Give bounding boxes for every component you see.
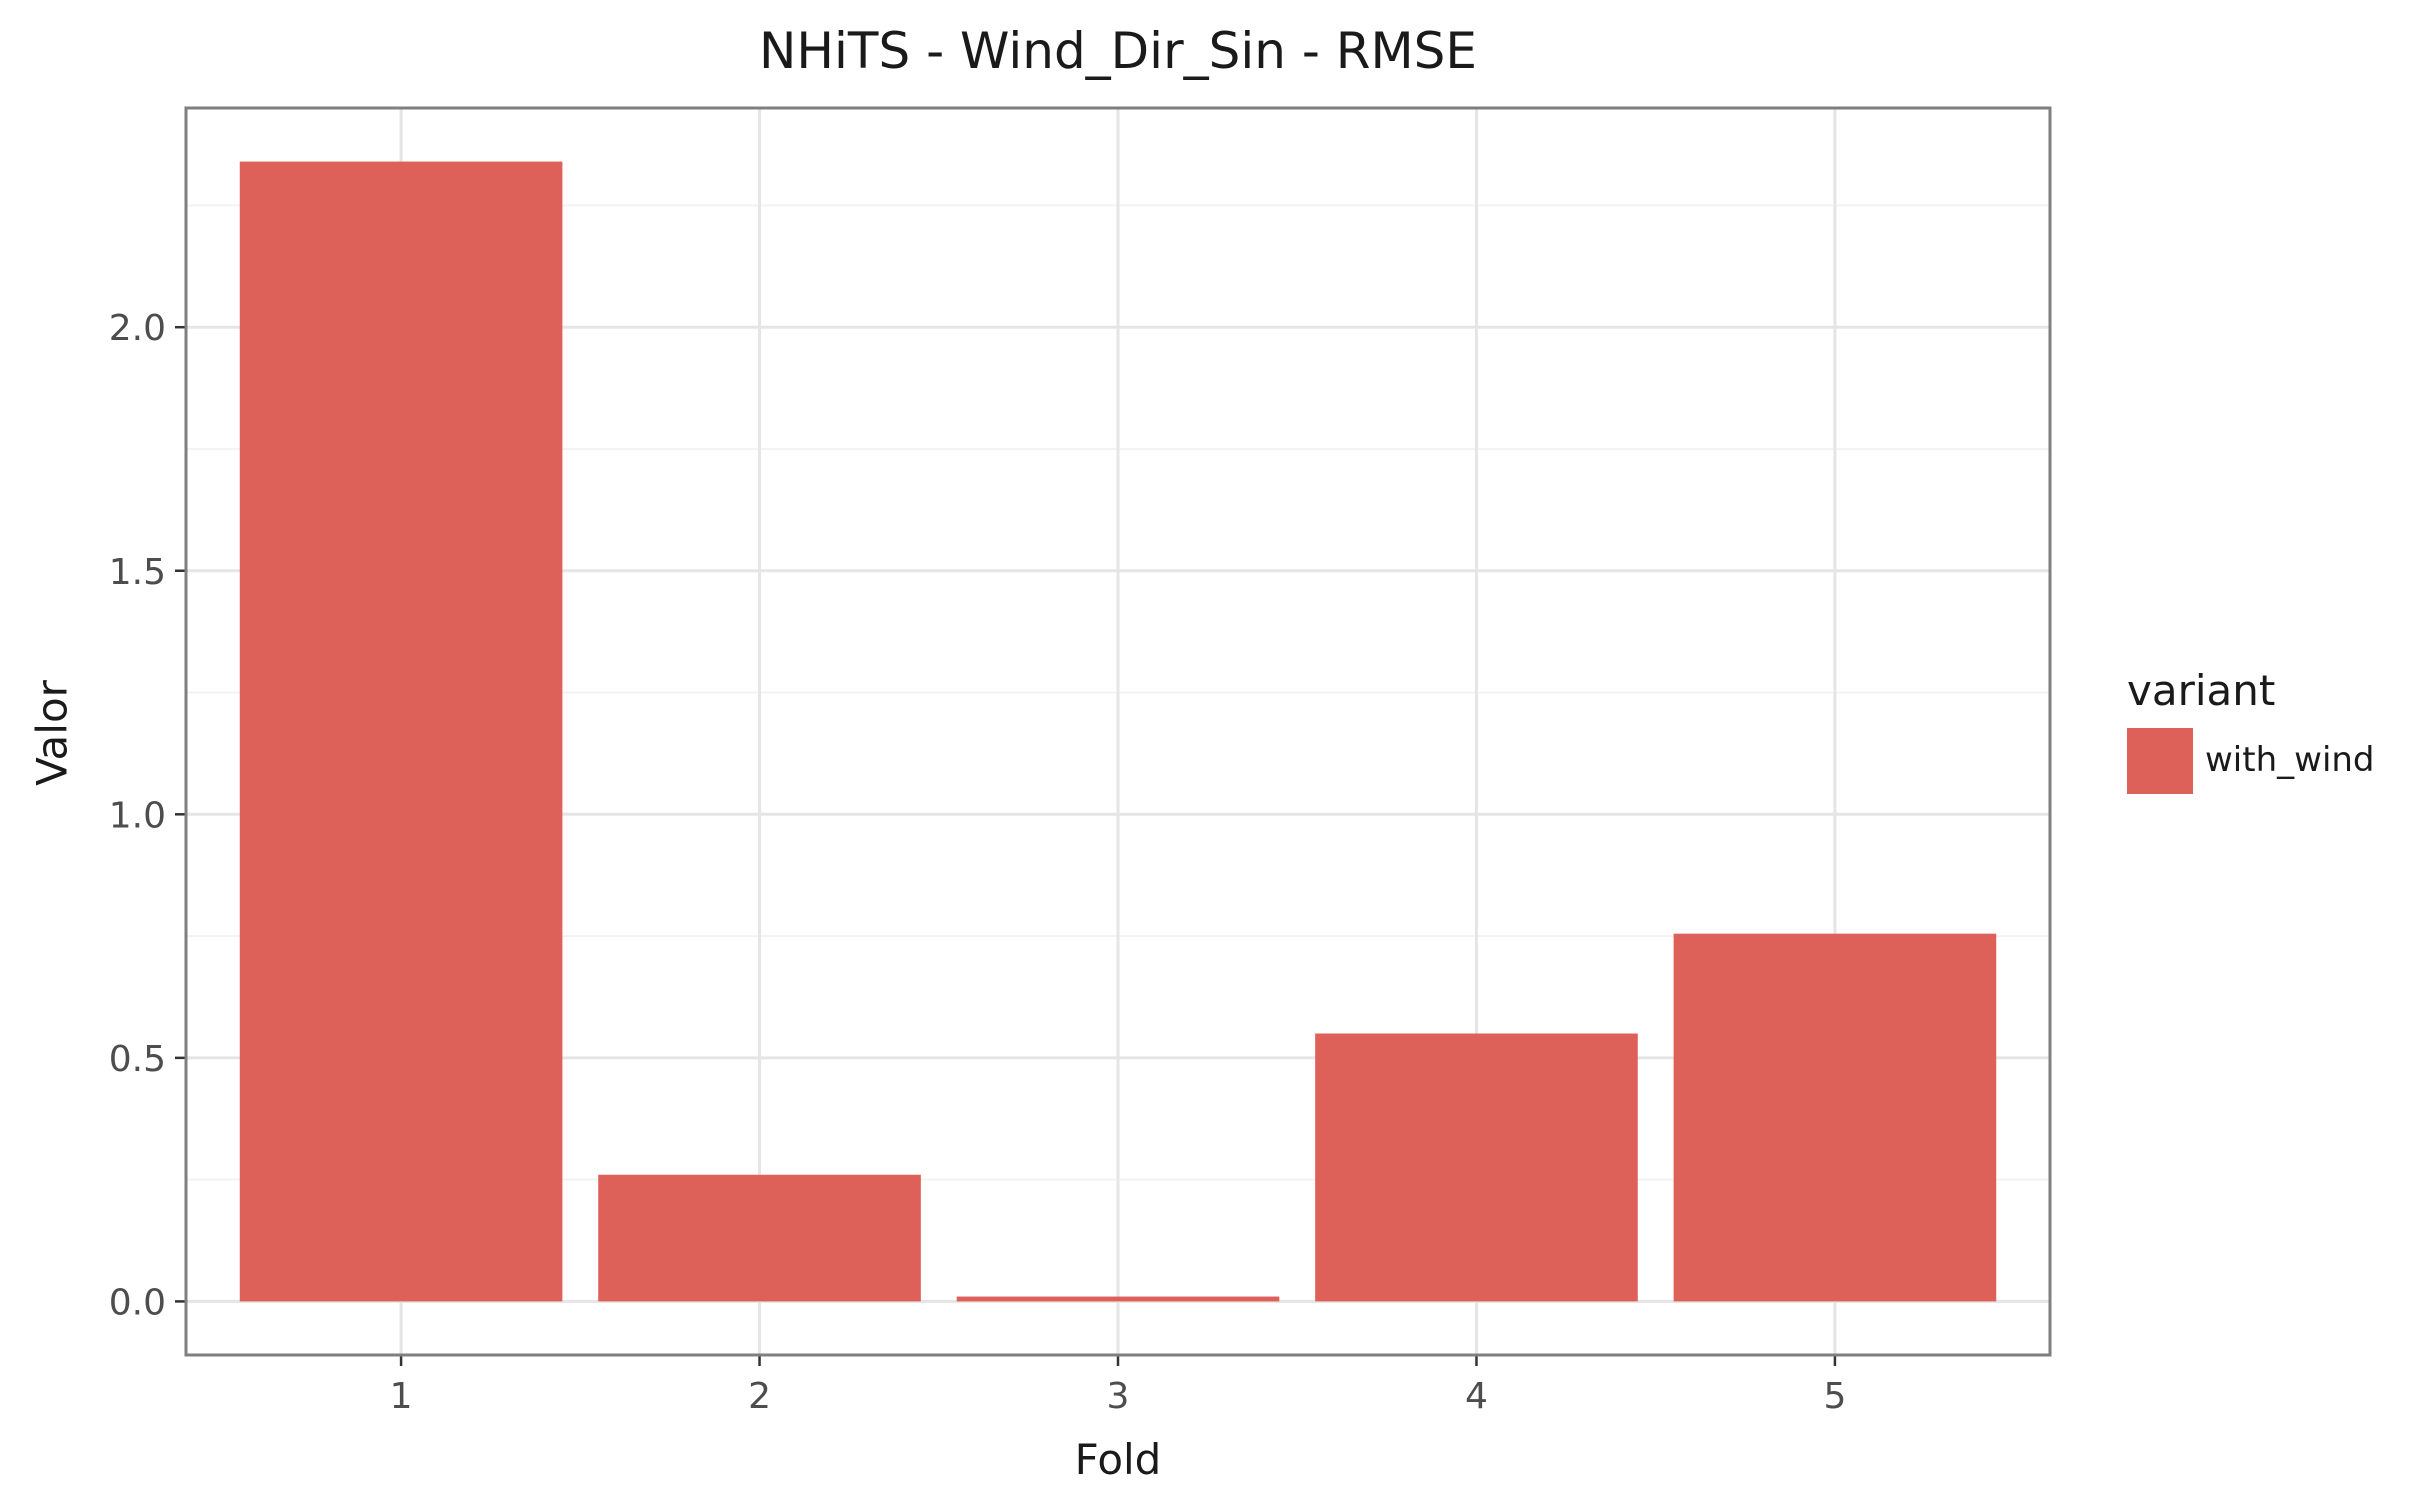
legend-title: variant <box>2127 666 2276 715</box>
x-axis-label: Fold <box>1074 1435 1162 1484</box>
bar-fold-5 <box>1673 933 1997 1302</box>
y-tick-label: 1.0 <box>109 795 166 836</box>
legend-key-with-wind <box>2127 728 2193 794</box>
y-tick-label: 1.5 <box>109 552 166 593</box>
y-tick-label: 0.0 <box>109 1282 166 1323</box>
x-tick-label: 5 <box>1823 1376 1846 1417</box>
y-tick-label: 2.0 <box>109 308 166 349</box>
x-tick-label: 1 <box>390 1376 413 1417</box>
bar-fold-2 <box>598 1174 921 1302</box>
x-tick-label: 2 <box>748 1376 771 1417</box>
y-axis-label: Valor <box>27 680 77 786</box>
plot-border <box>184 106 2052 1357</box>
legend-label-with-wind: with_wind <box>2205 740 2375 780</box>
x-tick-label: 3 <box>1107 1376 1130 1417</box>
bar-fold-4 <box>1315 1033 1638 1302</box>
chart-title: NHiTS - Wind_Dir_Sin - RMSE <box>759 22 1477 80</box>
x-tick-label: 4 <box>1465 1376 1488 1417</box>
bar-fold-1 <box>239 161 563 1302</box>
y-tick-label: 0.5 <box>109 1039 166 1080</box>
bar-fold-3 <box>956 1296 1280 1302</box>
